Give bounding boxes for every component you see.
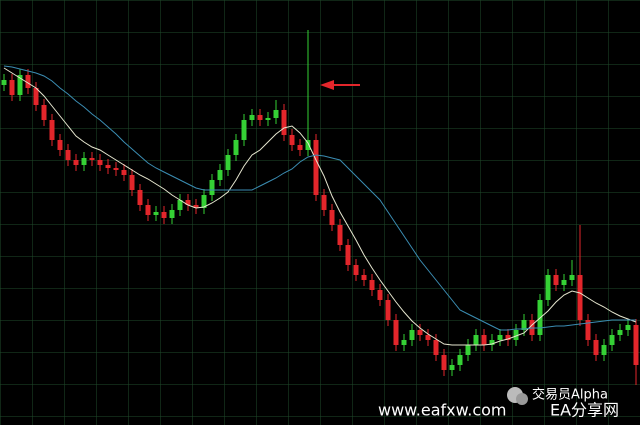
candle-body bbox=[353, 265, 359, 275]
candle-body bbox=[321, 195, 327, 210]
candle-body bbox=[561, 280, 567, 285]
arrow-head bbox=[320, 80, 334, 90]
candle-body bbox=[313, 140, 319, 195]
candle-body bbox=[577, 275, 583, 320]
candle-body bbox=[369, 280, 375, 290]
candle-body bbox=[609, 335, 615, 345]
candle-body bbox=[193, 205, 199, 208]
candle-body bbox=[553, 275, 559, 285]
candle-body bbox=[289, 135, 295, 145]
candle-body bbox=[73, 160, 79, 165]
candle-body bbox=[153, 212, 159, 215]
candle-body bbox=[497, 335, 503, 340]
watermark-url: www.eafxw.com bbox=[378, 401, 507, 420]
candle-body bbox=[401, 340, 407, 345]
candle-body bbox=[433, 340, 439, 355]
candle-body bbox=[209, 180, 215, 195]
candle-body bbox=[137, 190, 143, 205]
watermark-site: EA分享网 bbox=[550, 401, 619, 420]
moving-average bbox=[3, 67, 637, 346]
candle-body bbox=[113, 168, 119, 170]
candle-body bbox=[425, 335, 431, 340]
candle-body bbox=[441, 355, 447, 370]
candle-body bbox=[377, 290, 383, 300]
candle-body bbox=[617, 330, 623, 335]
candle-body bbox=[1, 80, 7, 85]
candle-body bbox=[585, 320, 591, 340]
watermark-author: 交易员Alpha bbox=[532, 387, 608, 403]
candle-body bbox=[49, 120, 55, 140]
candle-body bbox=[9, 80, 15, 95]
candle-body bbox=[545, 275, 551, 300]
candle-body bbox=[385, 300, 391, 320]
candle-body bbox=[489, 340, 495, 345]
candle-body bbox=[305, 140, 311, 150]
arrow bbox=[320, 80, 360, 90]
candle-body bbox=[569, 275, 575, 280]
candle-body bbox=[521, 320, 527, 330]
moving-average bbox=[3, 65, 636, 331]
candle-body bbox=[241, 120, 247, 140]
candle-body bbox=[329, 210, 335, 225]
watermark: 交易员Alpha www.eafxw.com EA分享网 bbox=[378, 387, 619, 420]
candle-body bbox=[57, 140, 63, 150]
candle-body bbox=[417, 330, 423, 335]
candle-body bbox=[593, 340, 599, 355]
candle-body bbox=[393, 320, 399, 345]
candle-body bbox=[81, 158, 87, 165]
candle-body bbox=[465, 345, 471, 355]
candle-body bbox=[41, 105, 47, 120]
candle-body bbox=[121, 170, 127, 175]
candle-body bbox=[201, 195, 207, 208]
candle-body bbox=[361, 275, 367, 280]
candle-body bbox=[225, 155, 231, 170]
candle-body bbox=[249, 115, 255, 120]
candle-body bbox=[17, 75, 23, 95]
candle-body bbox=[169, 210, 175, 218]
candle-body bbox=[185, 200, 191, 205]
plot bbox=[1, 30, 639, 385]
candle-body bbox=[145, 205, 151, 215]
candle-body bbox=[257, 115, 263, 120]
candle-body bbox=[449, 365, 455, 370]
candle-body bbox=[505, 335, 511, 340]
candle-body bbox=[161, 212, 167, 218]
candle-body bbox=[217, 170, 223, 180]
candle-body bbox=[345, 245, 351, 265]
candle-body bbox=[233, 140, 239, 155]
candle-body bbox=[25, 75, 31, 88]
candle-body bbox=[33, 88, 39, 105]
candle-body bbox=[65, 150, 71, 160]
candle-body bbox=[473, 335, 479, 345]
candle-body bbox=[481, 335, 487, 345]
candle-body bbox=[625, 325, 631, 330]
candle-body bbox=[105, 165, 111, 168]
candle-body bbox=[337, 225, 343, 245]
candle-body bbox=[89, 158, 95, 160]
candle-body bbox=[297, 145, 303, 150]
candle-body bbox=[273, 110, 279, 118]
candle-body bbox=[281, 110, 287, 135]
candle-body bbox=[97, 160, 103, 165]
candle-body bbox=[513, 330, 519, 340]
candle-body bbox=[633, 325, 639, 365]
candle-body bbox=[601, 345, 607, 355]
candle-body bbox=[129, 175, 135, 190]
candle-body bbox=[409, 330, 415, 340]
candle-body bbox=[177, 200, 183, 210]
candle-body bbox=[265, 118, 271, 120]
candle-body bbox=[457, 355, 463, 365]
wechat-icon bbox=[516, 393, 528, 405]
